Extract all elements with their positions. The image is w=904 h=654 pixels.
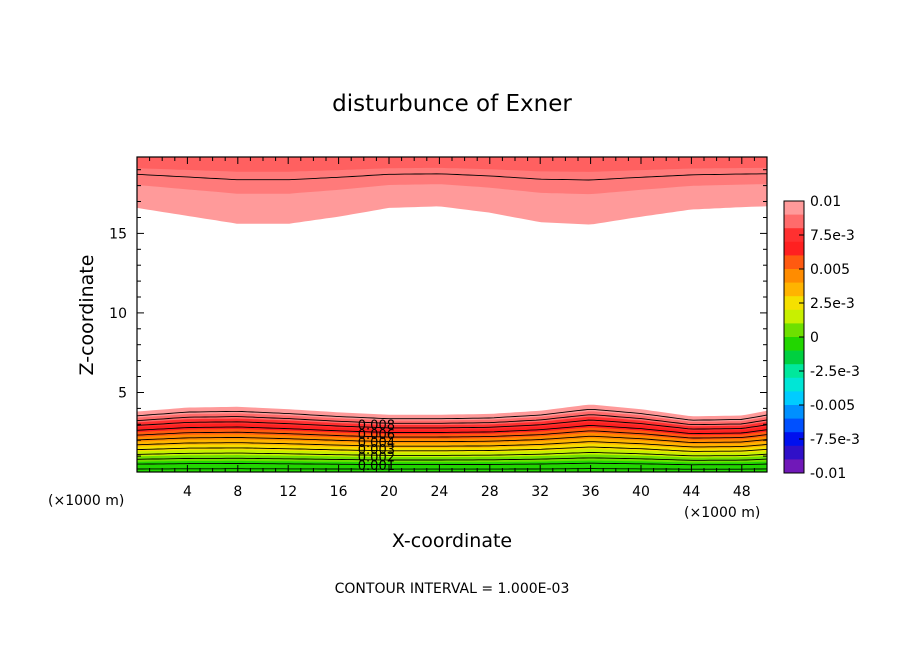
lower-contour-line-4: [136, 430, 768, 439]
contour-label: 0.008: [358, 419, 395, 434]
x-tick-label: 8: [233, 484, 242, 500]
x-tick-label: 40: [632, 484, 650, 500]
colorbar-segment: [784, 201, 804, 215]
colorbar-segment: [784, 377, 804, 392]
lower-contour-line-1: [136, 414, 768, 426]
x-tick-label: 4: [183, 484, 192, 500]
x-axis-unit: (×1000 m): [684, 505, 760, 521]
x-tick-label: 12: [279, 484, 297, 500]
lower-contour-line-2: [136, 419, 768, 430]
colorbar-segment: [784, 405, 804, 419]
x-tick-label: 20: [380, 484, 398, 500]
lower-contour-line-10: [137, 462, 768, 466]
x-axis-ticks: 4 8 12 16 20 24 28 32 36 40 44 48: [149, 157, 755, 500]
colorbar-tick-label: 0: [810, 330, 819, 346]
colorbar-tick-label: 0.01: [810, 194, 841, 210]
lower-contour-line-3: [136, 425, 768, 435]
upper-contour-fill-2: [137, 157, 767, 172]
x-tick-label: 44: [682, 484, 700, 500]
colorbar-segment: [784, 350, 804, 365]
colorbar-segment: [784, 391, 804, 406]
x-tick-label: 16: [330, 484, 348, 500]
colorbar-segment: [784, 337, 804, 351]
x-tick-label: 48: [733, 484, 751, 500]
lower-contour-line-8: [136, 452, 768, 457]
colorbar-tick-label: 7.5e-3: [810, 228, 855, 244]
colorbar-segment: [784, 241, 804, 256]
x-tick-label: 28: [481, 484, 499, 500]
contour-label: 0.003: [358, 443, 395, 458]
chart-title: disturbunce of Exner: [332, 91, 572, 117]
y-tick-label: 15: [109, 226, 127, 242]
x-tick-label: 36: [582, 484, 600, 500]
colorbar-segment: [784, 255, 804, 270]
x-tick-label: 32: [531, 484, 549, 500]
y-axis-label: Z-coordinate: [76, 255, 98, 376]
colorbar-segment: [784, 445, 804, 460]
colorbar-segment: [784, 432, 804, 447]
lower-contour-line-0: [136, 408, 768, 421]
colorbar-segment: [784, 309, 804, 324]
colorbar-tick-label: 0.005: [810, 262, 850, 278]
colorbar-tick-label: -2.5e-3: [810, 364, 860, 380]
colorbar-segment: [784, 296, 804, 311]
colorbar-segment: [784, 282, 804, 297]
colorbar-segment: [784, 228, 804, 243]
x-axis-label: X-coordinate: [392, 530, 512, 552]
x-tick-label: 24: [430, 484, 448, 500]
contour-label: 0.002: [358, 450, 395, 465]
y-tick-label: 10: [109, 306, 127, 322]
colorbar-tick-label: -0.005: [810, 398, 855, 414]
contour-label: 0.001: [358, 459, 395, 474]
y-axis-ticks: 5 10 15: [109, 169, 767, 457]
colorbar-tick-label: -0.01: [810, 466, 846, 482]
colorbar-segment: [784, 459, 804, 474]
contour-label: 0.006: [358, 428, 395, 443]
y-tick-label: 5: [118, 386, 127, 402]
colorbar: 0.01 7.5e-3 0.005 2.5e-3 0 -2.5e-3 -0.005 -7.5e…: [783, 194, 860, 482]
contour-label: 0.004: [358, 436, 395, 451]
lower-contour-line-7: [136, 446, 768, 452]
colorbar-segment: [784, 214, 804, 229]
lower-contour-line-6: [136, 441, 768, 448]
colorbar-tick-label: -7.5e-3: [810, 432, 860, 448]
colorbar-tick-label: 2.5e-3: [810, 296, 855, 312]
plot-area: [136, 157, 768, 472]
colorbar-segment: [784, 418, 804, 433]
colorbar-segment: [784, 364, 804, 379]
contour-interval-note: CONTOUR INTERVAL = 1.000E-03: [335, 581, 570, 597]
lower-contour-line-5: [136, 435, 768, 443]
upper-contour-line-0: [136, 173, 767, 181]
colorbar-segment: [784, 323, 804, 338]
lower-contour-line-9: [136, 457, 768, 461]
y-axis-unit: (×1000 m): [48, 493, 124, 509]
colorbar-segment: [784, 269, 804, 283]
